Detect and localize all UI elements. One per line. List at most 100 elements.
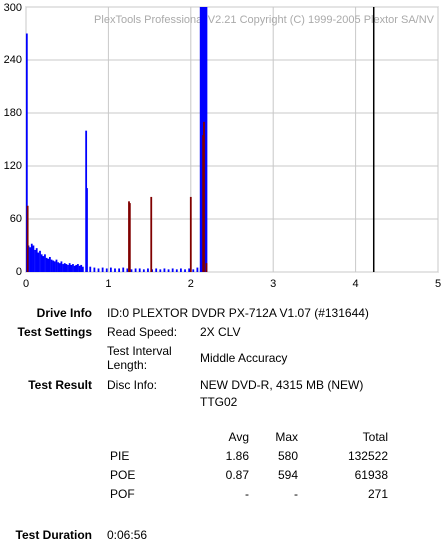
bar — [203, 121, 205, 272]
label: Disc Info: — [107, 378, 158, 392]
annotation: PlexTools Professional V2.21 Copyright (… — [94, 14, 435, 26]
plot-area — [25, 6, 439, 273]
bar — [70, 264, 73, 272]
bar — [78, 265, 81, 272]
y-tick-label: 60 — [10, 213, 22, 225]
bar — [128, 203, 131, 272]
row-label: PIE — [110, 449, 130, 463]
bar — [60, 261, 63, 272]
y-tick-label: 240 — [4, 54, 22, 66]
bar — [134, 268, 137, 272]
x-tick-label: 4 — [353, 278, 359, 290]
bar — [189, 196, 192, 272]
cell: 61938 — [354, 468, 388, 482]
bar — [89, 266, 92, 272]
value: NEW DVD-R, 4315 MB (NEW) — [200, 378, 364, 392]
bar — [40, 254, 43, 272]
bar — [80, 264, 83, 272]
bar — [25, 33, 28, 272]
label: Test Duration — [15, 528, 92, 542]
y-tick-label: 120 — [4, 160, 22, 172]
bar — [93, 267, 96, 272]
y-tick-label: 300 — [4, 2, 22, 14]
bar — [122, 267, 125, 272]
bar — [188, 268, 191, 272]
bar — [48, 256, 51, 272]
bar — [159, 269, 162, 272]
bar — [55, 259, 58, 272]
bar — [45, 257, 48, 272]
bar — [26, 205, 29, 272]
bar — [35, 248, 38, 272]
bar — [138, 268, 141, 272]
bar — [68, 263, 71, 272]
bar — [205, 7, 208, 272]
value: 0:06:56 — [107, 528, 148, 542]
x-tick-label: 5 — [435, 278, 441, 290]
cell: 271 — [367, 487, 388, 501]
label: Test Result — [28, 378, 92, 392]
x-tick-label: 2 — [188, 278, 194, 290]
bar — [205, 263, 208, 272]
cell: 1.86 — [225, 449, 249, 463]
bar — [39, 250, 41, 272]
bar — [65, 264, 68, 272]
bar — [72, 264, 74, 272]
bar — [53, 261, 56, 272]
bar — [175, 269, 178, 272]
bar — [37, 252, 40, 272]
bar — [142, 269, 145, 272]
bar — [29, 247, 32, 272]
bar — [86, 188, 88, 272]
bar — [155, 268, 158, 272]
bar — [50, 259, 53, 272]
label: Drive Info — [36, 306, 92, 320]
column-header: Max — [275, 430, 298, 444]
label: Test Settings — [17, 325, 92, 339]
value: ID:0 PLEXTOR DVDR PX-712A V1.07 (#131644… — [107, 306, 369, 320]
cell: - — [245, 487, 249, 501]
bar — [184, 269, 186, 272]
bar — [32, 245, 35, 272]
bar — [105, 268, 108, 272]
label: Read Speed: — [107, 325, 178, 339]
bar — [44, 254, 46, 272]
value: Middle Accuracy — [200, 351, 288, 365]
bar — [42, 256, 45, 272]
column-header: Avg — [228, 430, 249, 444]
bar — [109, 267, 112, 272]
bar — [163, 268, 166, 272]
y-tick-label: 180 — [4, 107, 22, 119]
bar — [63, 263, 66, 272]
bar — [114, 268, 116, 272]
column-header: Total — [362, 430, 388, 444]
bar — [62, 264, 64, 272]
cell: 132522 — [347, 449, 388, 463]
bar — [34, 249, 36, 272]
bar — [77, 264, 79, 272]
bar — [130, 269, 133, 272]
cell: 0.87 — [225, 468, 249, 482]
bar — [97, 268, 100, 272]
cell: - — [294, 487, 298, 501]
bar — [58, 263, 61, 272]
x-tick-label: 0 — [23, 278, 29, 290]
cell: 580 — [277, 449, 298, 463]
bar — [171, 268, 174, 272]
row-label: POF — [110, 487, 135, 501]
bar — [167, 269, 170, 272]
x-tick-label: 1 — [105, 278, 111, 290]
bar — [81, 266, 84, 272]
bar — [180, 268, 182, 272]
bar — [75, 264, 78, 272]
y-tick-label: 0 — [16, 266, 22, 278]
value: TTG02 — [200, 395, 238, 409]
bar — [30, 243, 33, 272]
x-tick-label: 3 — [270, 278, 276, 290]
bar — [52, 260, 55, 272]
bar — [101, 267, 104, 272]
chart: 0 60 120 180 240 300 0 1 2 3 4 5 PlexTools Professio… — [4, 2, 441, 290]
bar — [196, 267, 199, 272]
bar — [147, 268, 149, 272]
